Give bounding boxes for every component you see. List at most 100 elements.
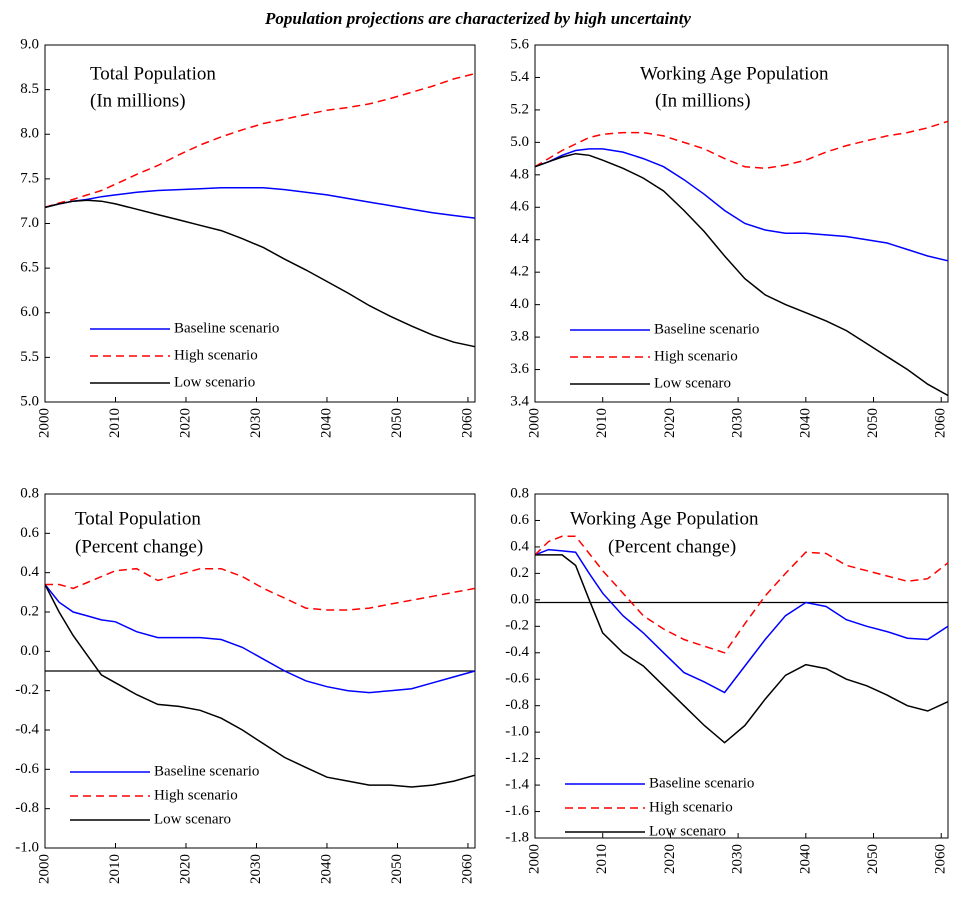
series-line (535, 554, 949, 744)
y-tick-label: 4.6 (510, 199, 529, 215)
y-tick-label: 8.5 (20, 81, 39, 97)
series-line (44, 72, 476, 209)
x-tick-label: 2010 (107, 408, 123, 438)
legend-label: Baseline scenario (174, 320, 279, 336)
x-tick-label: 2010 (594, 844, 610, 874)
y-tick-label: -0.2 (15, 682, 39, 698)
plot-frame (534, 44, 949, 403)
y-tick-label: 9.0 (20, 36, 39, 52)
y-tick-label: 0.8 (510, 485, 529, 501)
y-tick-label: 4.0 (510, 296, 529, 312)
y-tick-label: 6.5 (20, 260, 39, 276)
y-tick-label: 0.6 (20, 525, 39, 541)
x-tick-label: 2060 (459, 408, 475, 438)
chart-subtitle: (Percent change) (75, 536, 203, 557)
chart-subtitle: (In millions) (655, 90, 751, 111)
x-tick-label: 2000 (36, 408, 52, 438)
y-tick-label: 4.2 (510, 264, 529, 280)
y-tick-label: 3.8 (510, 329, 529, 345)
y-tick-label: 4.8 (510, 166, 529, 182)
x-tick-label: 2030 (730, 408, 746, 438)
series-line (534, 535, 949, 654)
x-tick-label: 2040 (318, 408, 334, 438)
y-tick-label: 0.8 (20, 485, 39, 501)
x-tick-label: 2020 (177, 408, 193, 438)
series-line (44, 199, 476, 348)
legend-label: Low scenaro (154, 811, 231, 827)
x-tick-label: 2060 (459, 854, 475, 884)
legend-label: Baseline scenario (649, 775, 754, 791)
chart-subtitle: (In millions) (90, 90, 186, 111)
x-tick-label: 2040 (797, 844, 813, 874)
y-tick-label: 5.0 (510, 134, 529, 150)
series-line (45, 567, 476, 611)
y-tick-label: 3.6 (510, 361, 529, 377)
legend-label: High scenario (174, 347, 258, 363)
x-tick-label: 2030 (248, 854, 264, 884)
chart-title: Working Age Population (640, 63, 829, 84)
x-tick-label: 2050 (389, 408, 405, 438)
y-tick-label: 5.5 (20, 349, 39, 365)
y-tick-label: -1.0 (505, 724, 529, 740)
x-tick-label: 2060 (933, 408, 949, 438)
y-tick-label: 0.4 (510, 538, 529, 554)
chart-subtitle: (Percent change) (608, 536, 736, 557)
legend-label: Baseline scenario (654, 321, 759, 337)
legend-label: High scenario (654, 348, 738, 364)
y-tick-label: -1.2 (505, 750, 529, 766)
y-tick-label: 0.0 (20, 643, 39, 659)
x-tick-label: 2020 (662, 408, 678, 438)
y-tick-label: 0.0 (510, 591, 529, 607)
y-tick-label: 5.6 (510, 36, 529, 52)
series-line (534, 148, 949, 262)
series-line (534, 548, 949, 694)
y-tick-label: 7.0 (20, 215, 39, 231)
y-tick-label: 0.6 (510, 512, 529, 528)
y-tick-label: 0.2 (510, 565, 529, 581)
y-tick-label: 8.0 (20, 126, 39, 142)
y-tick-label: -1.6 (505, 803, 529, 819)
series-line (44, 187, 476, 219)
legend-label: High scenario (154, 787, 238, 803)
x-tick-label: 2010 (107, 854, 123, 884)
legend-label: Low scenaro (649, 823, 726, 839)
y-tick-label: 6.0 (20, 304, 39, 320)
chart-title: Working Age Population (570, 508, 759, 529)
y-tick-label: 3.4 (510, 393, 529, 409)
x-tick-label: 2000 (36, 854, 52, 884)
y-tick-label: -1.8 (505, 829, 529, 845)
legend-label: Low scenario (174, 374, 255, 390)
x-tick-label: 2050 (865, 408, 881, 438)
y-tick-label: 0.2 (20, 603, 39, 619)
y-tick-label: 0.4 (20, 564, 39, 580)
series-line (534, 152, 949, 397)
x-tick-label: 2050 (865, 844, 881, 874)
x-tick-label: 2020 (662, 844, 678, 874)
chart-title: Total Population (90, 63, 216, 84)
x-tick-label: 2060 (933, 844, 949, 874)
y-tick-label: -0.8 (505, 697, 529, 713)
series-line (44, 584, 476, 694)
legend-label: Low scenaro (654, 375, 731, 391)
y-tick-label: -0.4 (15, 721, 39, 737)
legend-label: Baseline scenario (154, 763, 259, 779)
legend-label: High scenario (649, 799, 733, 815)
y-tick-label: 5.0 (20, 393, 39, 409)
y-tick-label: 4.4 (510, 231, 529, 247)
x-tick-label: 2000 (526, 408, 542, 438)
x-tick-label: 2000 (526, 844, 542, 874)
y-tick-label: -1.0 (15, 839, 39, 855)
y-tick-label: -0.6 (15, 761, 39, 777)
x-tick-label: 2040 (797, 408, 813, 438)
chart-title: Total Population (75, 508, 201, 529)
y-tick-label: -1.4 (505, 777, 529, 793)
x-tick-label: 2050 (389, 854, 405, 884)
x-tick-label: 2030 (248, 408, 264, 438)
y-tick-label: -0.6 (505, 671, 529, 687)
y-tick-label: 5.2 (510, 101, 529, 117)
series-line (44, 584, 476, 788)
x-tick-label: 2010 (594, 408, 610, 438)
x-tick-label: 2020 (177, 854, 193, 884)
x-tick-label: 2040 (318, 854, 334, 884)
